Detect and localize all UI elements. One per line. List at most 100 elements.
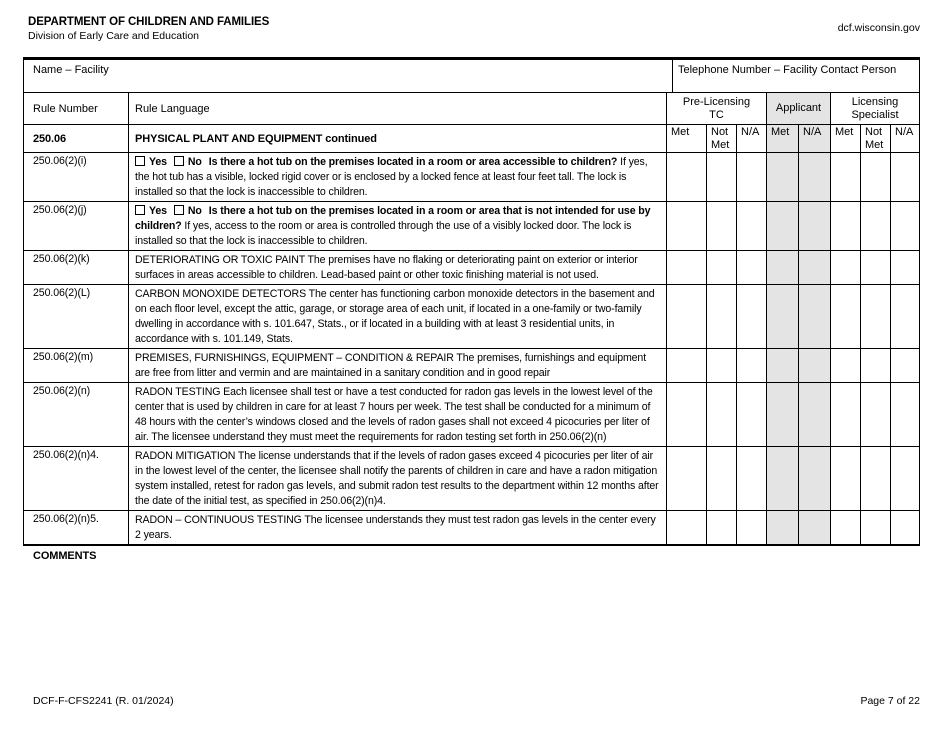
- column-group-licensing-specialist: Licensing Specialist: [851, 95, 899, 121]
- check-cell-tc-not-met[interactable]: [707, 511, 737, 544]
- check-cell-tc-met[interactable]: [667, 447, 707, 510]
- check-cell-applicant-met[interactable]: [767, 285, 799, 348]
- rule-text: RADON MITIGATION The license understands…: [135, 449, 659, 507]
- check-cell-ls-not-met[interactable]: [861, 349, 891, 382]
- check-cell-applicant-met[interactable]: [767, 251, 799, 284]
- check-cell-ls-na[interactable]: [891, 251, 919, 284]
- check-cell-applicant-met[interactable]: [767, 153, 799, 201]
- division-name: Division of Early Care and Education: [28, 30, 200, 42]
- check-cell-tc-na[interactable]: [737, 153, 767, 201]
- check-cell-applicant-na[interactable]: [799, 153, 831, 201]
- check-cell-tc-not-met[interactable]: [707, 153, 737, 201]
- check-cell-tc-met[interactable]: [667, 383, 707, 446]
- section-title: PHYSICAL PLANT AND EQUIPMENT continued: [129, 125, 667, 152]
- check-cell-ls-na[interactable]: [891, 447, 919, 510]
- rule-text: If yes, the hot tub has a visible, locke…: [135, 155, 648, 198]
- check-cell-tc-met[interactable]: [667, 511, 707, 544]
- yes-checkbox[interactable]: [135, 155, 145, 166]
- check-cell-applicant-met[interactable]: [767, 447, 799, 510]
- check-cell-applicant-na[interactable]: [799, 202, 831, 250]
- check-cell-ls-not-met[interactable]: [861, 447, 891, 510]
- check-cell-tc-na[interactable]: [737, 383, 767, 446]
- subcol-tc-na: N/A: [737, 125, 767, 152]
- check-cell-ls-not-met[interactable]: [861, 202, 891, 250]
- facility-name-field[interactable]: Name – Facility: [24, 60, 673, 92]
- check-cell-ls-met[interactable]: [831, 511, 861, 544]
- rule-number: 250.06(2)(n)4.: [24, 447, 129, 510]
- check-cell-ls-na[interactable]: [891, 202, 919, 250]
- check-cell-tc-not-met[interactable]: [707, 383, 737, 446]
- check-cell-ls-na[interactable]: [891, 349, 919, 382]
- check-cell-ls-met[interactable]: [831, 153, 861, 201]
- telephone-contact-field[interactable]: Telephone Number – Facility Contact Pers…: [673, 60, 919, 92]
- check-cell-ls-met[interactable]: [831, 349, 861, 382]
- letterhead-left: DEPARTMENT OF CHILDREN AND FAMILIES Divi…: [28, 16, 269, 42]
- check-cell-tc-na[interactable]: [737, 285, 767, 348]
- check-cell-ls-met[interactable]: [831, 251, 861, 284]
- check-cell-applicant-met[interactable]: [767, 511, 799, 544]
- subcol-tc-not-met: Not Met: [707, 125, 737, 152]
- rule-number: 250.06(2)(m): [24, 349, 129, 382]
- rule-language: RADON MITIGATION The license understands…: [129, 447, 667, 510]
- rule-text: PREMISES, FURNISHINGS, EQUIPMENT – CONDI…: [135, 351, 647, 379]
- check-cell-applicant-na[interactable]: [799, 383, 831, 446]
- check-cell-applicant-met[interactable]: [767, 383, 799, 446]
- rule-text: If yes, access to the room or area is co…: [135, 219, 632, 247]
- check-cell-tc-not-met[interactable]: [707, 202, 737, 250]
- rule-text: RADON – CONTINUOUS TESTING The licensee …: [135, 513, 656, 541]
- rules-table: Name – Facility Telephone Number – Facil…: [23, 57, 920, 546]
- check-cell-applicant-met[interactable]: [767, 349, 799, 382]
- check-cell-applicant-met[interactable]: [767, 202, 799, 250]
- rule-language: RADON – CONTINUOUS TESTING The licensee …: [129, 511, 667, 544]
- check-cell-ls-na[interactable]: [891, 511, 919, 544]
- check-cell-ls-met[interactable]: [831, 202, 861, 250]
- section-rule-number: 250.06: [24, 125, 129, 152]
- check-cell-ls-not-met[interactable]: [861, 511, 891, 544]
- rule-row: 250.06(2)(L) CARBON MONOXIDE DETECTORS T…: [24, 285, 919, 349]
- check-cell-tc-not-met[interactable]: [707, 349, 737, 382]
- rule-language: RADON TESTING Each licensee shall test o…: [129, 383, 667, 446]
- no-checkbox[interactable]: [173, 155, 184, 166]
- check-cell-tc-met[interactable]: [667, 285, 707, 348]
- check-cell-tc-not-met[interactable]: [707, 447, 737, 510]
- rule-language: DETERIORATING OR TOXIC PAINT The premise…: [129, 251, 667, 284]
- comments-label: COMMENTS: [33, 550, 97, 562]
- no-checkbox[interactable]: [173, 204, 184, 215]
- column-header-rule-language: Rule Language: [129, 93, 667, 124]
- rule-number: 250.06(2)(n): [24, 383, 129, 446]
- check-cell-tc-na[interactable]: [737, 511, 767, 544]
- check-cell-ls-not-met[interactable]: [861, 153, 891, 201]
- check-cell-applicant-na[interactable]: [799, 447, 831, 510]
- check-cell-tc-met[interactable]: [667, 202, 707, 250]
- check-cell-ls-not-met[interactable]: [861, 251, 891, 284]
- check-cell-ls-na[interactable]: [891, 153, 919, 201]
- check-cell-tc-met[interactable]: [667, 349, 707, 382]
- check-cell-ls-met[interactable]: [831, 447, 861, 510]
- check-cell-applicant-na[interactable]: [799, 349, 831, 382]
- rule-question: Is there a hot tub on the premises locat…: [208, 155, 618, 168]
- check-cell-ls-met[interactable]: [831, 285, 861, 348]
- rule-row: 250.06(2)(m) PREMISES, FURNISHINGS, EQUI…: [24, 349, 919, 383]
- check-cell-ls-na[interactable]: [891, 285, 919, 348]
- check-cell-ls-met[interactable]: [831, 383, 861, 446]
- check-cell-tc-na[interactable]: [737, 349, 767, 382]
- check-cell-ls-na[interactable]: [891, 383, 919, 446]
- check-cell-applicant-na[interactable]: [799, 285, 831, 348]
- yes-checkbox[interactable]: [135, 204, 145, 215]
- yes-checkbox-label: Yes: [149, 204, 167, 217]
- check-cell-tc-met[interactable]: [667, 153, 707, 201]
- rule-text: DETERIORATING OR TOXIC PAINT The premise…: [135, 253, 638, 281]
- check-cell-tc-na[interactable]: [737, 447, 767, 510]
- check-cell-tc-not-met[interactable]: [707, 251, 737, 284]
- check-cell-applicant-na[interactable]: [799, 511, 831, 544]
- check-cell-ls-not-met[interactable]: [861, 285, 891, 348]
- check-cell-applicant-na[interactable]: [799, 251, 831, 284]
- check-cell-ls-not-met[interactable]: [861, 383, 891, 446]
- check-cell-tc-met[interactable]: [667, 251, 707, 284]
- check-cell-tc-na[interactable]: [737, 251, 767, 284]
- check-cell-tc-not-met[interactable]: [707, 285, 737, 348]
- column-header-rule-number: Rule Number: [24, 93, 129, 124]
- check-cell-tc-na[interactable]: [737, 202, 767, 250]
- rule-row: 250.06(2)(i) Yes No Is there a hot tub on …: [24, 153, 919, 202]
